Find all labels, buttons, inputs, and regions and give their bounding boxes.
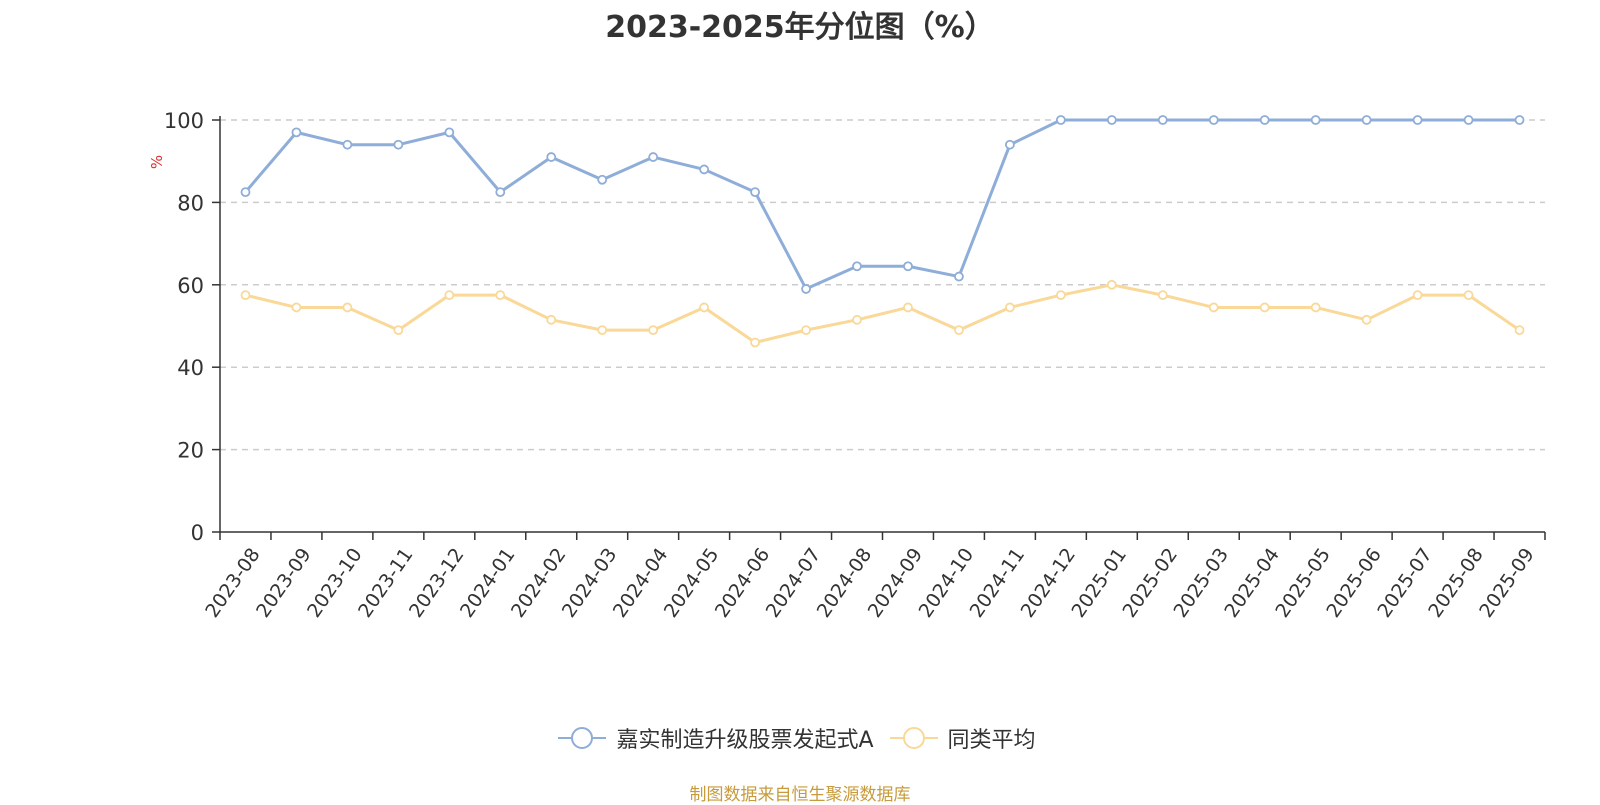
legend-label-peer-average: 同类平均 <box>947 728 1036 753</box>
series-0-point <box>1412 115 1423 125</box>
series-1-point <box>1005 302 1015 313</box>
series-1-point <box>1361 314 1372 325</box>
series-1-point <box>1310 302 1321 313</box>
series-0-point <box>444 127 455 138</box>
series-0-point <box>1361 115 1372 125</box>
series-0-point <box>1106 115 1117 125</box>
grid-layer <box>220 119 1545 451</box>
series-0-point <box>903 261 913 272</box>
series-0-point <box>597 174 608 185</box>
series-0-point <box>954 271 964 282</box>
series-1-point <box>1463 290 1474 301</box>
source-note: 制图数据来自恒生聚源数据库 <box>689 785 911 805</box>
legend-marker-fund-icon <box>558 727 607 749</box>
series-1-point <box>291 302 302 313</box>
series-0-point <box>546 152 557 162</box>
series-0-point <box>852 261 862 272</box>
series-1-point <box>954 325 964 336</box>
y-tick-label: 40 <box>177 356 204 380</box>
series-1-point <box>1412 290 1423 301</box>
series-1-point <box>1106 279 1117 290</box>
legend-item-peer-average[interactable]: 同类平均 <box>889 722 1036 754</box>
y-tick-label: 60 <box>177 274 204 298</box>
series-1-point <box>852 314 862 325</box>
series-1-point <box>597 325 608 336</box>
series-1-point <box>903 302 913 313</box>
legend-label-fund: 嘉实制造升级股票发起式A <box>616 728 874 753</box>
series-0-point <box>1310 115 1321 125</box>
series-0-point <box>1463 115 1474 125</box>
series-0-point <box>699 164 710 175</box>
series-1-point <box>444 290 455 301</box>
axis-layer: 020406080100%2023-082023-092023-102023-1… <box>148 109 1546 622</box>
y-tick-label: 80 <box>177 191 204 215</box>
series-1-point <box>240 290 251 301</box>
y-tick-label: 0 <box>191 521 204 545</box>
series-0-point <box>240 187 251 198</box>
series-1-point <box>750 337 760 348</box>
series-1-point <box>1514 325 1525 336</box>
series-0-point <box>1259 115 1270 125</box>
series-0-point <box>1005 139 1015 150</box>
series-1-point <box>393 325 404 336</box>
y-tick-label: 100 <box>164 109 204 133</box>
legend: 嘉实制造升级股票发起式A 同类平均 <box>0 722 1600 754</box>
series-0-point <box>495 187 506 198</box>
series-1-point <box>1055 290 1066 301</box>
series-1-point <box>342 302 353 313</box>
series-1-point <box>495 290 506 301</box>
series-1-point <box>801 325 811 336</box>
legend-item-fund[interactable]: 嘉实制造升级股票发起式A <box>558 722 874 754</box>
y-tick-label: 20 <box>177 439 204 463</box>
series-0-point <box>648 152 659 162</box>
series-0-point <box>1157 115 1168 125</box>
series-0-point <box>342 139 353 150</box>
series-0-point <box>1208 115 1219 125</box>
y-axis-label: % <box>148 155 166 169</box>
series-1-point <box>1157 290 1168 301</box>
series-1-point <box>546 314 557 325</box>
series-1-point <box>1259 302 1270 313</box>
series-0-point <box>1514 115 1525 125</box>
series-1-point <box>1208 302 1219 313</box>
series-1-point <box>648 325 659 336</box>
series-line-1 <box>245 283 1521 344</box>
series-line-0 <box>244 118 1520 291</box>
series-0-point <box>750 187 760 198</box>
series-0-point <box>801 284 811 294</box>
series-layer <box>240 115 1525 348</box>
series-1-point <box>699 302 710 313</box>
series-0-point <box>1055 115 1066 125</box>
chart-title: 2023-2025年分位图（%） <box>605 10 995 45</box>
legend-marker-peer-icon <box>889 727 938 749</box>
series-0-point <box>393 139 404 150</box>
series-0-point <box>291 127 302 138</box>
